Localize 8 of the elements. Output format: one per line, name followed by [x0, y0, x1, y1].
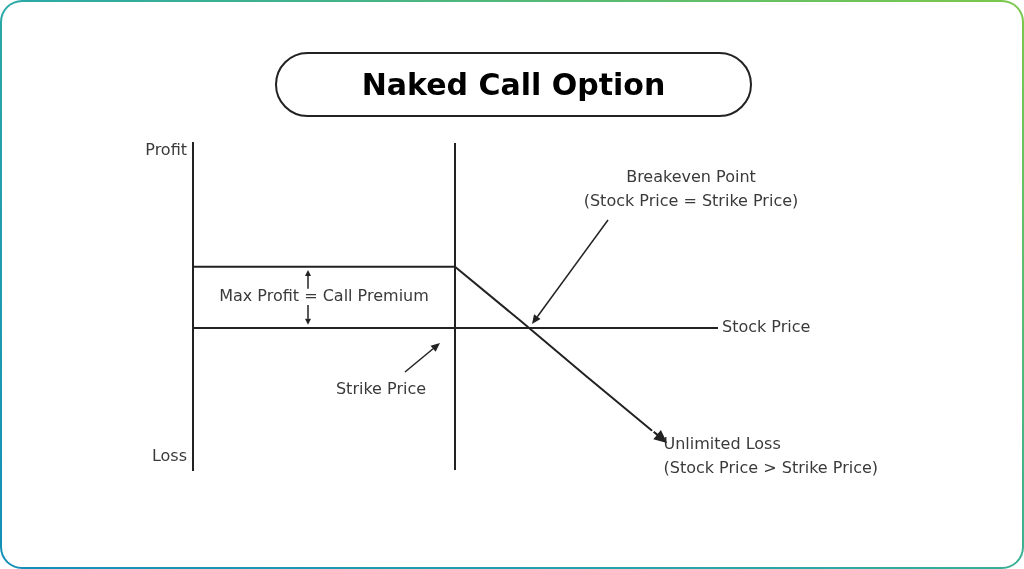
text: Unlimited Loss (Stock Price > Strike Price): [663, 434, 879, 478]
text: Loss: [151, 446, 187, 466]
text: Profit: [145, 140, 187, 160]
annotation: Strike Price: [335, 379, 427, 399]
x-axis-title: Stock Price: [722, 317, 811, 337]
chart-title: Naked Call Option: [361, 66, 666, 102]
annotation: Max Profit = Call Premium: [219, 286, 429, 306]
text: Breakeven Point (Stock Price = Strike Price): [583, 167, 799, 211]
